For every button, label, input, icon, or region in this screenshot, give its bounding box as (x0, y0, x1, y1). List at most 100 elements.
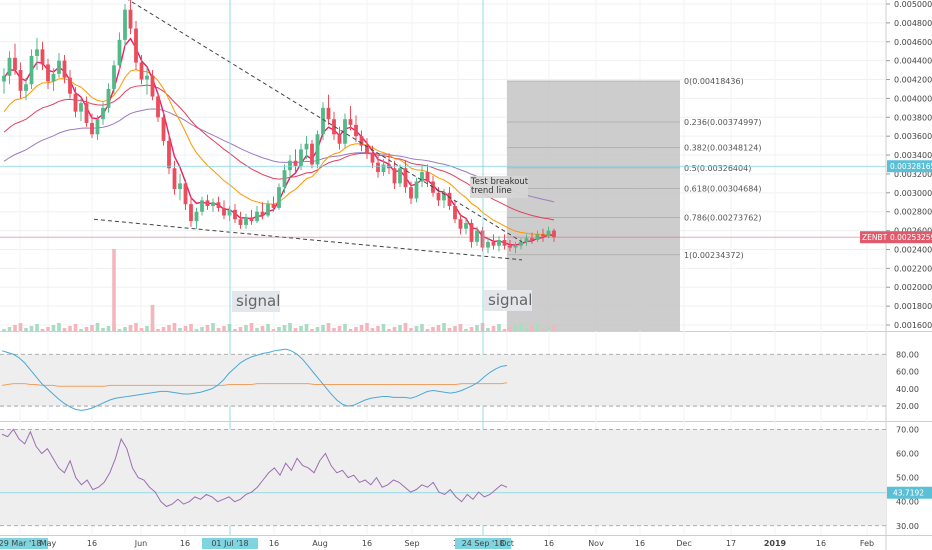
volume-bar (293, 328, 298, 331)
rsi-tick-label: 70.00 (896, 425, 919, 434)
candle-body (24, 84, 28, 91)
candle-body (326, 107, 331, 120)
candle-body (282, 170, 287, 188)
volume-bar (29, 326, 34, 331)
candle-body (293, 160, 298, 167)
volume-bar (299, 326, 303, 331)
candle-body (216, 202, 221, 208)
volume-bar (354, 327, 358, 331)
note-text-line: trend line (471, 186, 512, 196)
volume-bar (436, 325, 441, 331)
volume-bar (194, 329, 199, 331)
price-pane[interactable] (0, 0, 886, 331)
candle-body (167, 140, 171, 169)
volume-bar (541, 329, 545, 331)
trend-lines[interactable] (93, 0, 523, 261)
candle-body (546, 230, 551, 237)
candle-body (541, 234, 545, 237)
rsi-tick-label: 50.00 (896, 474, 919, 483)
time-label-highlight (0, 538, 48, 549)
volume-bar (414, 326, 419, 331)
rsi-tick-label: 60.00 (896, 450, 919, 459)
time-tick-label: 29 Mar '18 (0, 539, 41, 548)
candle-body (106, 88, 111, 108)
cross-price-pill (887, 160, 932, 173)
candle-body (409, 187, 413, 199)
candle-body (156, 96, 160, 118)
price-tick-label: 0.00420000 (894, 76, 932, 85)
fib-retracement[interactable]: 0(0.00418436) 0.236(0.00374997) 0.382(0.00… (507, 77, 762, 260)
volume-bar (46, 327, 50, 331)
volume-bar (469, 327, 474, 331)
volume-bar (205, 325, 210, 331)
candle-body (420, 172, 424, 182)
volume-bar (321, 325, 325, 331)
candle-body (266, 204, 270, 216)
time-label-highlight (202, 538, 258, 549)
candle-body (35, 49, 39, 56)
volume-bar (40, 329, 45, 331)
candle-body (112, 65, 116, 89)
volume-bar (513, 325, 518, 331)
time-tick-label: 24 Sep '18 (462, 539, 505, 548)
volume-bar (315, 327, 320, 331)
volume-bar (326, 323, 331, 331)
volume-bar (79, 329, 83, 331)
candle-body (194, 211, 199, 222)
volume-bar (425, 329, 430, 331)
candle-body (2, 75, 6, 82)
time-scale[interactable] (0, 535, 886, 550)
time-tick-label: Feb (860, 539, 874, 548)
candle-body (244, 217, 248, 225)
candle-body (90, 122, 94, 135)
volume-bar (84, 327, 89, 331)
candle-body (29, 55, 34, 85)
fib-level-label: 0.5(0.00326404) (684, 164, 751, 173)
candle-body (95, 119, 100, 135)
volume-bar (348, 329, 353, 331)
time-tick-label: 16 (816, 539, 826, 548)
candle-body (491, 241, 496, 246)
projection-box (507, 81, 680, 331)
candle-body (552, 230, 556, 238)
candle-body (497, 240, 501, 246)
stoch-d-line (1, 382, 508, 387)
volume-bar (172, 323, 177, 331)
time-tick-label: 01 Jul '18 (211, 539, 248, 548)
note-box (470, 176, 528, 198)
candle-body (376, 162, 380, 173)
price-scale[interactable] (886, 0, 932, 550)
candle-body (502, 240, 507, 246)
candle-body (354, 124, 358, 137)
candle-body (436, 192, 441, 201)
time-tick-label: 17 (726, 539, 736, 548)
candle-body (464, 223, 468, 229)
price-tick-label: 0.00240000 (894, 245, 932, 254)
candle-body (68, 77, 72, 94)
candle-body (238, 219, 243, 225)
volume-bar (475, 325, 479, 331)
volume-bar (343, 324, 347, 331)
candle-body (117, 39, 122, 66)
price-tick-label: 0.00500000 (894, 0, 932, 9)
volume-bar (332, 328, 336, 331)
candle-body (62, 60, 67, 78)
volume-bar (359, 325, 364, 331)
time-tick-label: Oct (500, 539, 514, 548)
volume-bar (546, 327, 551, 331)
rsi-last-label: 43.7192 (893, 489, 924, 498)
volume-bar (167, 325, 171, 331)
fib-level-label: 1(0.00234372) (684, 251, 744, 260)
volume-bar (392, 327, 397, 331)
volume-bar (90, 325, 94, 331)
volume-bar (13, 325, 17, 331)
volume-bar (310, 329, 314, 331)
volume-bar (480, 323, 485, 331)
volume-bar (337, 326, 342, 331)
candle-body (178, 183, 182, 190)
volume-bar (18, 323, 23, 331)
symbol-pill (860, 231, 887, 244)
stoch-k-line (1, 348, 508, 411)
